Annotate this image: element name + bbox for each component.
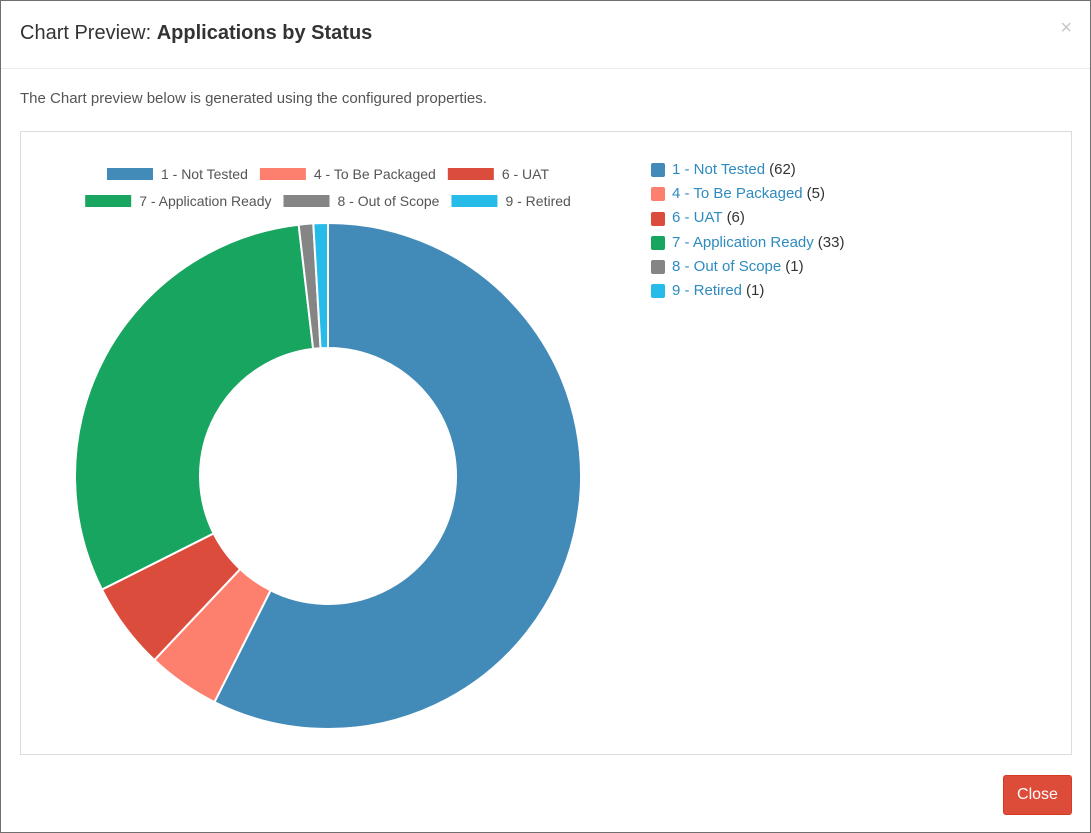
legend-swatch-8-out-of-scope[interactable]	[283, 195, 330, 207]
side-legend-link[interactable]: 6 - UAT	[672, 209, 723, 227]
side-legend-count: (33)	[817, 233, 845, 251]
side-legend-swatch	[651, 259, 665, 274]
side-legend-count: (1)	[785, 257, 804, 275]
side-legend-swatch	[651, 235, 665, 250]
slice-1-not-tested[interactable]	[213, 221, 582, 730]
legend-swatch-4-to-be-packaged[interactable]	[259, 168, 306, 180]
side-legend-item-4-to-be-packaged: 4 - To Be Packaged (5)	[651, 182, 844, 206]
side-legend-count: (62)	[769, 161, 796, 178]
side-legend-swatch	[651, 211, 665, 226]
side-legend-link[interactable]: 8 - Out of Scope	[672, 257, 782, 275]
slice-9-retired[interactable]	[312, 221, 329, 350]
legend-swatch-9-retired[interactable]	[451, 195, 498, 207]
legend-swatch-7-application-ready[interactable]	[85, 195, 132, 207]
side-legend-item-6-uat: 6 - UAT (6)	[651, 206, 844, 230]
legend-label-4-to-be-packaged[interactable]: 4 - To Be Packaged	[314, 166, 436, 182]
side-legend-item-7-application-ready: 7 - Application Ready (33)	[651, 231, 844, 255]
side-legend-count: (1)	[746, 282, 765, 300]
chart-panel: 1 - Not Tested 4 - To Be Packaged 6 - UAT 7…	[20, 131, 1072, 755]
legend-label-7-application-ready[interactable]: 7 - Application Ready	[139, 193, 271, 209]
legend-label-9-retired[interactable]: 9 - Retired	[505, 193, 570, 209]
side-legend-link[interactable]: 1 - Not Tested	[672, 161, 766, 178]
slice-7-application-ready[interactable]	[74, 223, 315, 591]
side-legend-item-8-out-of-scope: 8 - Out of Scope (1)	[651, 255, 844, 279]
dialog-title: Chart Preview: Applications by Status	[20, 22, 372, 45]
title-chart-name: Applications by Status	[156, 22, 373, 44]
legend-swatch-6-uat[interactable]	[447, 168, 494, 180]
side-legend-item-1-not-tested: 1 - Not Tested (62)	[651, 158, 844, 182]
legend-label-1-not-tested[interactable]: 1 - Not Tested	[161, 166, 248, 182]
legend-label-6-uat[interactable]: 6 - UAT	[502, 166, 550, 182]
side-legend-swatch	[651, 284, 665, 299]
legend-label-8-out-of-scope[interactable]: 8 - Out of Scope	[338, 193, 440, 209]
doughnut-chart: 1 - Not Tested 4 - To Be Packaged 6 - UAT 7…	[74, 166, 582, 730]
side-legend-link[interactable]: 4 - To Be Packaged	[672, 185, 803, 203]
side-legend-count: (5)	[806, 185, 825, 203]
close-icon[interactable]: ×	[1060, 17, 1072, 39]
legend-swatch-1-not-tested[interactable]	[106, 168, 153, 180]
dialog-header: Chart Preview: Applications by Status ×	[1, 1, 1090, 69]
close-button[interactable]: Close	[1003, 775, 1072, 815]
side-legend-count: (6)	[726, 209, 745, 227]
side-legend-swatch	[651, 187, 665, 202]
side-legend-link[interactable]: 7 - Application Ready	[672, 233, 814, 251]
title-prefix: Chart Preview:	[20, 22, 152, 44]
side-legend: 1 - Not Tested (62) 4 - To Be Packaged (5) 6…	[651, 158, 844, 303]
side-legend-link[interactable]: 9 - Retired	[672, 282, 743, 300]
preview-description: The Chart preview below is generated usi…	[20, 90, 487, 107]
side-legend-swatch	[651, 163, 665, 178]
side-legend-item-9-retired: 9 - Retired (1)	[651, 279, 844, 303]
